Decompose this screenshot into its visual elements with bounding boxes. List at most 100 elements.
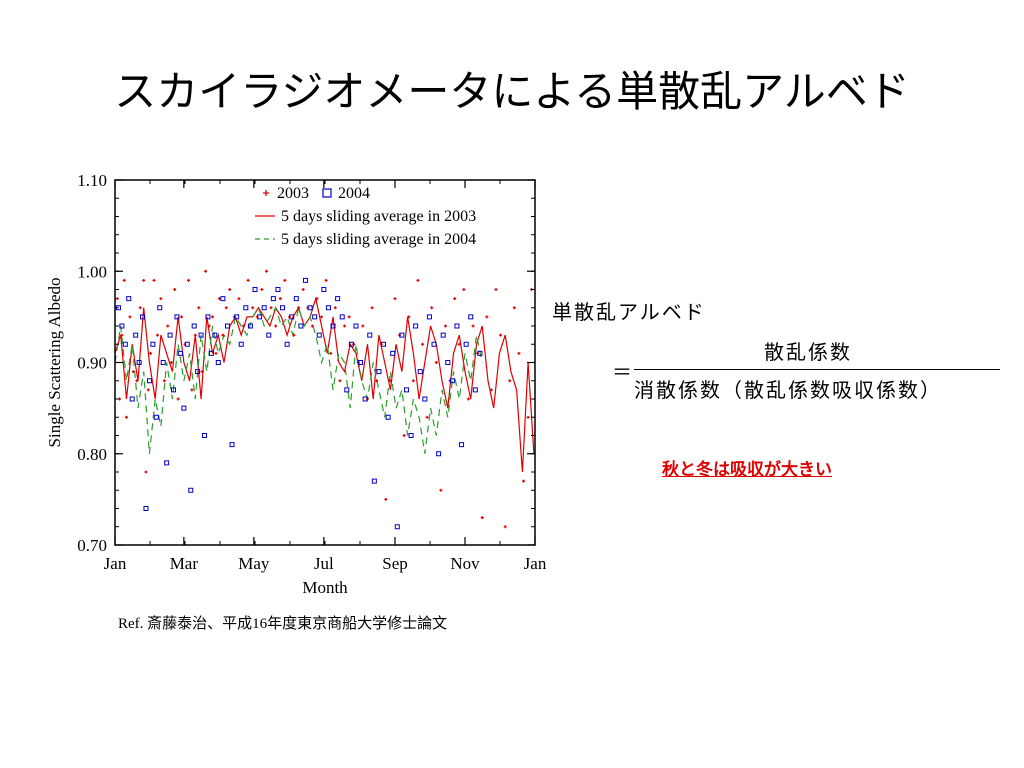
axes: 0.70 0.80 0.90 1.00 1.10 Jan Mar May Jul Sep Nov Ja…: [45, 171, 547, 597]
point-2003: [242, 324, 246, 328]
point-2003: [503, 525, 507, 529]
point-2003: [315, 297, 319, 301]
x-axis-label: Month: [302, 578, 348, 597]
point-2004: [150, 341, 156, 347]
point-2004: [399, 332, 405, 338]
point-2003: [462, 288, 466, 291]
point-2004: [220, 296, 226, 302]
point-2004: [146, 378, 152, 384]
point-2003: [228, 288, 232, 291]
point-2004: [367, 332, 373, 338]
point-2003: [494, 288, 498, 291]
point-2003: [180, 315, 184, 319]
x-tick-label: May: [238, 554, 270, 573]
point-2004: [330, 323, 336, 329]
point-2004: [215, 360, 221, 365]
point-2004: [188, 487, 194, 493]
point-2003: [425, 415, 429, 419]
x-tick-label: Jul: [314, 554, 334, 573]
point-2003: [522, 479, 526, 483]
formula-denominator: 消散係数（散乱係数吸収係数）: [634, 378, 942, 402]
point-2003: [124, 415, 128, 419]
legend-marker-2004: [322, 188, 332, 198]
point-2003: [204, 269, 208, 273]
point-2004: [257, 314, 263, 320]
point-2003: [169, 361, 173, 364]
point-2003: [138, 306, 142, 310]
point-2003: [517, 351, 521, 355]
point-2004: [153, 414, 159, 420]
point-2004: [143, 506, 149, 511]
point-2003: [155, 333, 159, 337]
albedo-chart: 0.70 0.80 0.90 1.00 1.10 Jan Mar May Jul Sep Nov Ja…: [45, 171, 547, 597]
point-2003: [297, 306, 301, 310]
y-tick-label: 0.80: [77, 445, 107, 464]
y-axis-label: Single Scattering Albedo: [45, 278, 64, 448]
point-2004: [174, 314, 180, 320]
point-2004: [440, 332, 446, 338]
point-2004: [284, 341, 290, 347]
point-2004: [289, 314, 295, 320]
formula-equals-sign: ＝: [612, 360, 632, 384]
point-2004: [422, 396, 428, 402]
point-2004: [454, 323, 460, 329]
point-2004: [413, 323, 419, 329]
point-2004: [339, 314, 345, 320]
point-2004: [390, 350, 396, 356]
point-2004: [234, 314, 240, 320]
plot-area: [115, 269, 535, 530]
legend-label-avg-2003: 5 days sliding average in 2003: [281, 208, 476, 225]
point-2003: [333, 306, 337, 310]
point-2003: [347, 315, 351, 319]
point-2003: [173, 288, 177, 291]
point-2004: [459, 442, 465, 448]
point-2003: [214, 351, 218, 355]
point-2003: [411, 379, 415, 383]
point-2003: [508, 379, 512, 383]
point-2003: [166, 324, 170, 328]
point-2004: [371, 478, 377, 484]
y-tick-label: 1.00: [77, 262, 107, 281]
slide-title: スカイラジオメータによる単散乱アルベド: [114, 67, 910, 116]
point-2004: [293, 296, 299, 302]
point-2003: [338, 379, 342, 383]
point-2004: [394, 524, 400, 530]
point-2004: [126, 296, 132, 302]
legend: 2003 2004 5 days sliding average in 2003 5 …: [255, 185, 476, 248]
point-2003: [320, 315, 324, 319]
point-2004: [157, 305, 163, 311]
fraction-bar: [634, 369, 1000, 370]
point-2004: [238, 341, 244, 347]
point-2004: [133, 332, 139, 338]
point-2004: [119, 323, 125, 329]
point-2004: [247, 323, 253, 329]
point-2004: [275, 287, 281, 292]
point-2004: [167, 332, 173, 338]
legend-marker-2003: [263, 190, 269, 196]
point-2003: [269, 306, 273, 310]
point-2004: [312, 314, 318, 320]
point-2003: [393, 297, 397, 301]
point-2003: [274, 324, 278, 328]
point-2003: [402, 434, 406, 437]
point-2004: [408, 433, 414, 438]
point-2004: [431, 341, 437, 347]
point-2004: [136, 360, 142, 365]
point-2004: [335, 296, 341, 302]
point-2003: [453, 297, 457, 301]
point-2003: [310, 324, 314, 328]
point-2003: [115, 297, 119, 301]
point-2004: [302, 277, 308, 283]
point-2004: [122, 341, 128, 347]
point-2003: [439, 488, 443, 492]
point-2003: [200, 370, 204, 374]
point-2004: [184, 341, 190, 347]
point-2004: [403, 387, 409, 393]
point-2003: [264, 269, 268, 273]
point-2004: [348, 341, 354, 347]
point-2004: [208, 350, 214, 356]
point-2003: [237, 297, 241, 301]
point-2003: [443, 324, 447, 328]
point-2004: [164, 460, 170, 466]
point-2003: [197, 306, 201, 310]
